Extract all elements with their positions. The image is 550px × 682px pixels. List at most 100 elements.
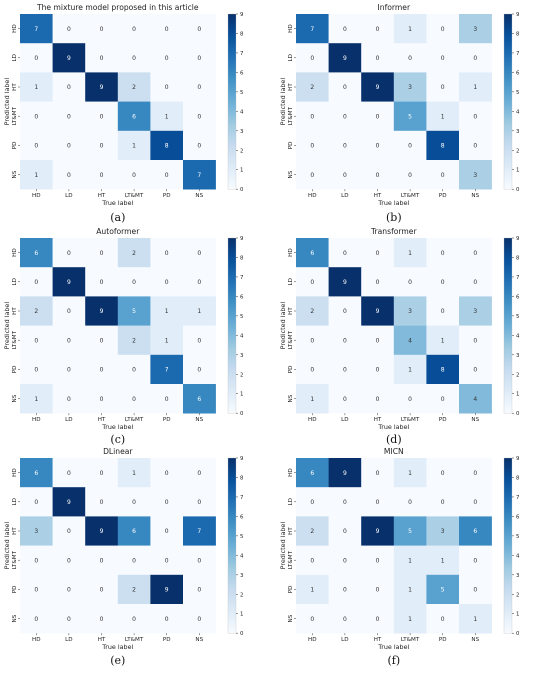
panel-3-cell-3-4: [150, 325, 184, 356]
panel-2-cell-label-3-4: 1: [441, 113, 445, 120]
panel-6-xtick-4: PD: [439, 637, 447, 643]
panel-4-cell-label-2-4: 0: [441, 308, 445, 315]
panel-4-ytick-1: LD: [288, 278, 294, 285]
panel-5-xtick-0: HD: [32, 637, 41, 643]
panel-6-cell-1-4: [426, 487, 460, 517]
panel-1-cell-label-0-5: 0: [197, 26, 201, 33]
panel-5-xtick-5: NS: [195, 637, 203, 643]
panel-3-cell-label-5-0: 1: [34, 396, 38, 403]
panel-2-ytick-0: HD: [288, 24, 294, 33]
panel-4-cell-label-5-4: 0: [441, 396, 445, 403]
panel-6-cell-4-4: [426, 574, 460, 605]
panel-4-cell-1-2: [361, 267, 395, 297]
panel-4-cell-label-1-0: 0: [310, 279, 314, 286]
panel-6-colorbar-tick-8: 8: [516, 475, 520, 481]
panel-3-cell-3-5: [183, 325, 216, 356]
panel-1-cell-label-1-2: 0: [100, 55, 104, 62]
panel-4-colorbar-tick-5: 5: [516, 314, 519, 320]
panel-3-colorbar-tick-5: 5: [240, 314, 243, 320]
panel-2-ytick-2: HT: [288, 83, 294, 91]
panel-3-cell-label-3-1: 0: [67, 337, 71, 344]
panel-2-colorbar-tick-6: 6: [516, 70, 520, 76]
panel-1-cell-label-0-3: 0: [132, 26, 136, 33]
panel-4-cell-label-5-2: 0: [376, 396, 380, 403]
panel-2-cell-1-5: [459, 43, 492, 73]
panel-3-colorbar-tick-0: 0: [240, 411, 244, 417]
panel-3-cell-label-0-0: 6: [34, 250, 38, 257]
panel-4-xlabel: True label: [377, 423, 409, 431]
panel-2-cell-label-0-5: 3: [473, 26, 477, 33]
panel-2-colorbar-tick-5: 5: [516, 90, 519, 96]
panel-4-cell-label-0-5: 0: [473, 250, 477, 257]
panel-1-cell-2-0: [20, 72, 53, 102]
panel-2-cell-1-4: [426, 43, 460, 73]
panel-1-cell-2-2: [85, 72, 119, 102]
panel-5-cell-label-1-4: 0: [165, 499, 169, 506]
panel-1-colorbar-tick-8: 8: [240, 31, 244, 37]
panel-3-cell-label-2-5: 1: [197, 308, 201, 315]
panel-5-cell-5-5: [183, 604, 216, 634]
panel-5-cell-label-2-0: 3: [34, 528, 38, 535]
panel-2-cell-label-5-2: 0: [376, 172, 380, 179]
panel-6-colorbar: [503, 457, 513, 634]
panel-3-cell-1-0: [20, 267, 53, 297]
panel-3-cell-4-4: [150, 354, 184, 385]
panel-2-xtick-5: NS: [471, 193, 479, 199]
panel-1-cell-1-1: [52, 43, 86, 73]
panel-2-cell-5-1: [328, 160, 362, 190]
panel-6-cell-label-1-5: 0: [473, 499, 477, 506]
panel-2-colorbar: [503, 13, 513, 190]
panel-4-cell-label-0-0: 6: [310, 250, 314, 257]
panel-3-letter: (c): [110, 433, 125, 446]
panel-3-cell-2-5: [183, 296, 216, 326]
panel-5-cell-1-2: [85, 487, 119, 517]
panel-4-cell-label-3-5: 0: [473, 337, 477, 344]
panel-4-cell-1-3: [393, 267, 427, 297]
panel-2-cell-label-1-5: 0: [473, 55, 477, 62]
panel-3-cell-label-3-5: 0: [197, 337, 201, 344]
panel-3-cell-2-0: [20, 296, 53, 326]
panel-5-cell-2-5: [183, 516, 216, 546]
panel-6-cell-label-3-5: 0: [473, 557, 477, 564]
panel-6-cell-label-4-4: 5: [441, 587, 445, 594]
panel-1-cell-label-4-2: 0: [100, 143, 104, 150]
panel-5-cell-2-1: [52, 516, 86, 546]
panel-2-colorbar-tick-4: 4: [516, 109, 520, 115]
panel-6-xtick-3: LT&MT: [401, 637, 420, 643]
panel-3-cell-0-0: [20, 238, 53, 268]
panel-2-xtick-0: HD: [308, 193, 317, 199]
panel-5-cell-5-4: [150, 604, 184, 634]
panel-4-cell-label-3-2: 0: [376, 337, 380, 344]
panel-5-cell-label-0-0: 6: [34, 470, 38, 477]
panel-5-cell-2-3: [117, 516, 151, 546]
panel-4-colorbar-tick-4: 4: [516, 333, 520, 339]
panel-3-cell-label-4-4: 7: [165, 367, 169, 374]
panel-1-cell-label-5-5: 7: [197, 172, 201, 179]
panel-4-cell-label-4-3: 1: [408, 367, 412, 374]
panel-2-cell-1-1: [328, 43, 362, 73]
panel-6-cell-4-1: [328, 574, 362, 605]
panel-1-cell-5-5: [183, 160, 216, 190]
panel-1-cell-4-5: [183, 130, 216, 161]
panel-2-cell-0-5: [459, 14, 492, 44]
panel-1-cell-4-1: [52, 130, 86, 161]
panel-4-cell-5-1: [328, 384, 362, 414]
panel-5-colorbar-tick-3: 3: [240, 573, 243, 579]
panel-5-cell-label-5-1: 0: [67, 616, 71, 623]
panel-1-cell-4-2: [85, 130, 119, 161]
panel-3-cell-4-1: [52, 354, 86, 385]
panel-1-cell-label-2-4: 0: [165, 84, 169, 91]
panel-1-colorbar-tick-6: 6: [240, 70, 244, 76]
panel-6-xtick-5: NS: [471, 637, 479, 643]
panel-6-cell-5-0: [296, 604, 329, 634]
panel-5-cell-label-0-4: 0: [165, 470, 169, 477]
panel-1-ylabel: Predicted label: [3, 78, 11, 126]
panel-5-cell-label-3-5: 0: [197, 557, 201, 564]
panel-3-cell-4-5: [183, 354, 216, 385]
panel-3-colorbar-tick-7: 7: [240, 275, 243, 281]
panel-3-ytick-4: PD: [12, 366, 18, 374]
panel-4-cell-label-3-4: 1: [441, 337, 445, 344]
panel-2-cell-label-3-0: 0: [310, 113, 314, 120]
panel-5-cell-1-4: [150, 487, 184, 517]
panel-3-cell-4-2: [85, 354, 119, 385]
